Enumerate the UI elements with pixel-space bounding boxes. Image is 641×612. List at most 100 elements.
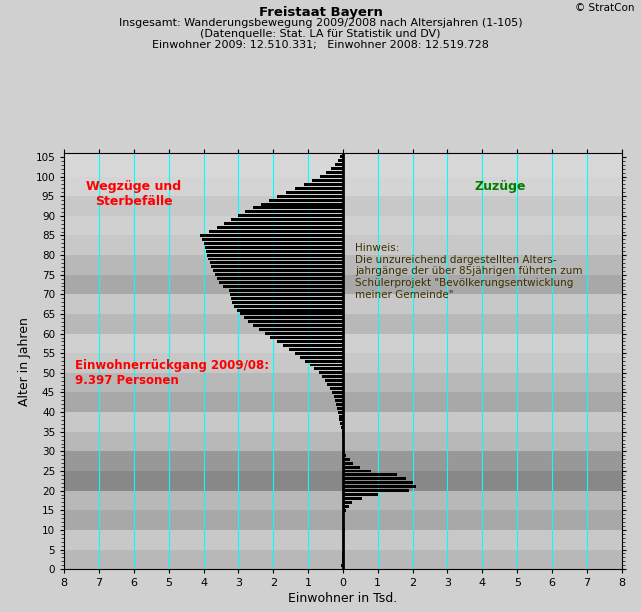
Bar (232, 300, 343, 304)
Bar (343, 461, 353, 465)
Text: Freistaat Bayern: Freistaat Bayern (258, 6, 383, 19)
Bar (64, 236, 622, 255)
Bar (343, 517, 344, 520)
Bar (229, 293, 343, 296)
Text: Wegzüge und
Sterbefälle: Wegzüge und Sterbefälle (87, 181, 181, 209)
Bar (64, 353, 622, 373)
Text: Hinweis:
Die unzureichend dargestellten Alters-
jahrgänge der über 85jährigen fü: Hinweis: Die unzureichend dargestellten … (355, 244, 583, 300)
Bar (343, 528, 345, 531)
Bar (204, 246, 343, 248)
Bar (64, 471, 622, 491)
Bar (343, 536, 344, 539)
Bar (326, 171, 343, 174)
Bar (64, 392, 622, 412)
Bar (246, 211, 343, 214)
Bar (343, 477, 406, 480)
Bar (64, 255, 622, 275)
Bar (64, 412, 622, 431)
Bar (64, 530, 622, 550)
Bar (342, 556, 343, 559)
Bar (211, 266, 343, 268)
Bar (319, 371, 343, 375)
Bar (217, 226, 343, 229)
Bar (64, 216, 622, 236)
Bar (343, 450, 345, 453)
Bar (222, 285, 343, 288)
Bar (333, 395, 343, 398)
Bar (289, 348, 343, 351)
Bar (278, 195, 343, 198)
Bar (343, 466, 360, 469)
Bar (343, 513, 344, 516)
Bar (244, 316, 343, 319)
Bar (269, 199, 343, 201)
Bar (253, 206, 343, 209)
Bar (343, 509, 346, 512)
Bar (287, 191, 343, 194)
Bar (343, 521, 344, 523)
Bar (340, 155, 343, 159)
Bar (322, 375, 343, 378)
Y-axis label: Alter in Jahren: Alter in Jahren (18, 316, 31, 406)
Bar (343, 446, 344, 449)
Bar (343, 544, 344, 547)
Bar (64, 550, 622, 569)
Bar (64, 196, 622, 216)
Bar (325, 379, 343, 382)
Bar (64, 491, 622, 510)
Bar (277, 340, 343, 343)
Bar (343, 493, 378, 496)
Text: © StratCon: © StratCon (575, 3, 635, 13)
Bar (343, 454, 346, 457)
X-axis label: Einwohner in Tsd.: Einwohner in Tsd. (288, 592, 397, 605)
Bar (295, 352, 343, 355)
Bar (332, 391, 343, 394)
Bar (305, 360, 343, 362)
Bar (234, 305, 343, 308)
Bar (343, 489, 409, 492)
Bar (248, 320, 343, 323)
Bar (240, 313, 343, 315)
Bar (343, 458, 350, 461)
Bar (217, 277, 343, 280)
Bar (271, 336, 343, 339)
Text: Zuzüge: Zuzüge (474, 181, 526, 193)
Bar (231, 297, 343, 300)
Bar (224, 222, 343, 225)
Bar (209, 230, 343, 233)
Bar (338, 159, 343, 162)
Bar (342, 430, 343, 433)
Bar (208, 258, 343, 261)
Bar (64, 510, 622, 530)
Bar (340, 419, 343, 422)
Bar (343, 532, 344, 536)
Bar (215, 273, 343, 276)
Bar (342, 434, 343, 437)
Text: Insgesamt: Wanderungsbewegung 2009/2008 nach Altersjahren (1-105): Insgesamt: Wanderungsbewegung 2009/2008 … (119, 18, 522, 28)
Bar (336, 403, 343, 406)
Bar (343, 481, 413, 484)
Bar (219, 281, 343, 284)
Bar (265, 332, 343, 335)
Bar (343, 501, 352, 504)
Bar (253, 324, 343, 327)
Bar (202, 238, 343, 241)
Bar (64, 373, 622, 392)
Bar (261, 203, 343, 206)
Bar (204, 242, 343, 245)
Bar (301, 356, 343, 359)
Bar (237, 308, 343, 312)
Bar (64, 314, 622, 334)
Bar (64, 334, 622, 353)
Bar (304, 183, 343, 186)
Bar (238, 214, 343, 217)
Bar (338, 411, 343, 414)
Bar (338, 414, 343, 417)
Text: Einwohner 2009: 12.510.331;   Einwohner 2008: 12.519.728: Einwohner 2009: 12.510.331; Einwohner 20… (152, 40, 489, 50)
Bar (64, 452, 622, 471)
Bar (343, 524, 344, 528)
Text: Einwohnerrückgang 2009/08:
9.397 Personen: Einwohnerrückgang 2009/08: 9.397 Persone… (74, 359, 269, 387)
Bar (343, 474, 397, 476)
Bar (329, 387, 343, 390)
Bar (213, 269, 343, 272)
